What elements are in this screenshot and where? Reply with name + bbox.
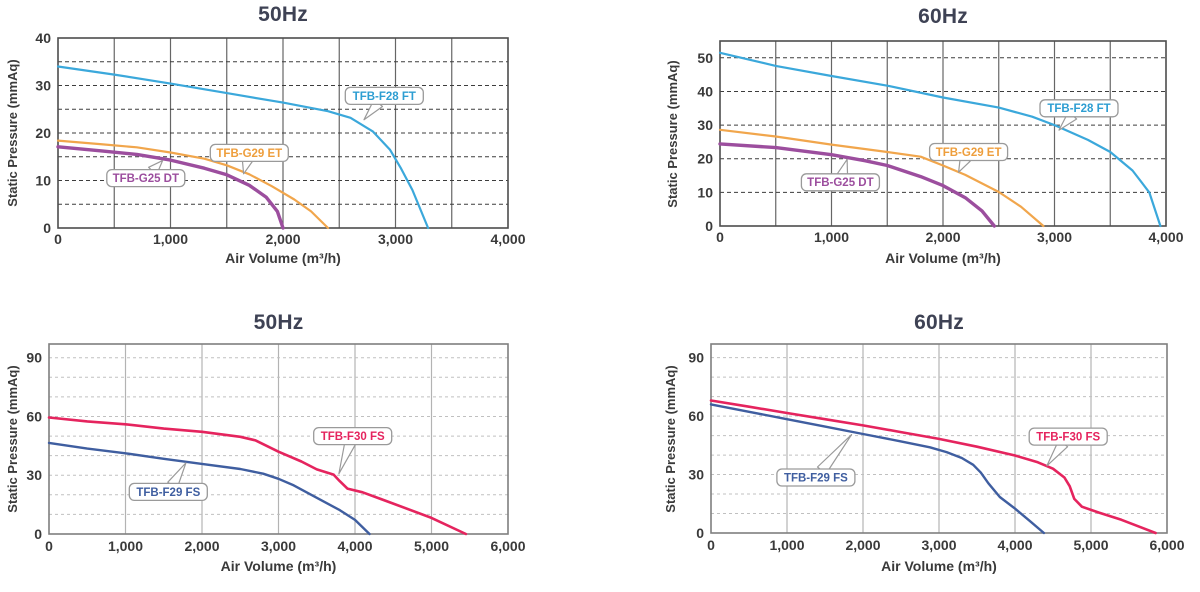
- y-tick-label: 90: [26, 350, 42, 366]
- x-tick-label: 2,000: [265, 231, 300, 247]
- callout-label-tfb-g29-et: TFB-G29 ET: [216, 148, 282, 160]
- x-tick-label: 1,000: [153, 231, 188, 247]
- callout-label-tfb-f30-fs: TFB-F30 FS: [321, 431, 385, 443]
- x-tick-label: 0: [716, 229, 724, 245]
- callout-box-tfb-f29-fs: [128, 482, 208, 502]
- series-tfb-g25-dt: [718, 142, 996, 228]
- y-tick-label: 50: [697, 50, 713, 66]
- callout-box-tfb-f30-fs: [313, 426, 393, 446]
- callout-label-tfb-g29-et: TFB-G29 ET: [936, 147, 1002, 159]
- callout-label-tfb-f29-fs: TFB-F29 FS: [784, 472, 848, 484]
- series-tfb-g25-dt: [56, 145, 285, 230]
- y-tick-label: 0: [696, 525, 704, 541]
- callout-box-tfb-g25-dt: [106, 168, 186, 188]
- callout-box-tfb-g25-dt: [800, 173, 881, 192]
- y-tick-label: 10: [697, 184, 713, 200]
- series-tfb-f29-fs: [709, 403, 1046, 535]
- x-tick-label: 5,000: [414, 538, 449, 554]
- chart-canvas-upper-60hz: 0 1,000 2,000 3,000 4,000 0 10 20 30 40 50 TFB-F28 …: [697, 40, 1184, 245]
- x-axis-label: Air Volume (m³/h): [225, 250, 341, 266]
- y-tick-label: 0: [705, 218, 713, 234]
- chart-canvas-upper-50hz: 0 1,000 2,000 3,000 4,000 0 10 20 30 40 TFB-F28 FT…: [35, 30, 525, 247]
- y-tick-label: 40: [35, 30, 51, 46]
- chart-canvas-lower-60hz: 0 1,000 2,000 3,000 4,000 5,000 6,000 0 30 60 90 TF…: [688, 343, 1185, 553]
- y-tick-label: 20: [35, 125, 51, 141]
- x-tick-label: 3,000: [921, 537, 956, 553]
- series-tfb-f30-fs: [47, 416, 468, 536]
- x-tick-label: 3,000: [261, 538, 296, 554]
- y-axis-label: Static Pressure (mmAq): [665, 59, 680, 208]
- callout-box-tfb-g29-et: [209, 143, 289, 163]
- chart-title: 50Hz: [253, 311, 304, 334]
- x-tick-label: 2,000: [925, 229, 960, 245]
- x-axis-label: Air Volume (m³/h): [885, 250, 1001, 266]
- callout-box-tfb-f30-fs: [1028, 427, 1108, 446]
- chart-panel-lower-60hz: 0 1,000 2,000 3,000 4,000 5,000 6,000 0 30 60 90 TF…: [600, 296, 1200, 592]
- x-tick-label: 4,000: [337, 538, 372, 554]
- y-tick-label: 30: [697, 117, 713, 133]
- series-tfb-f28-ft: [56, 65, 430, 230]
- x-tick-label: 1,000: [814, 229, 849, 245]
- y-tick-label: 20: [697, 151, 713, 167]
- callout-label-tfb-f30-fs: TFB-F30 FS: [1036, 432, 1100, 444]
- x-tick-label: 6,000: [1149, 537, 1184, 553]
- callout-label-tfb-f28-ft: TFB-F28 FT: [1047, 103, 1110, 115]
- x-tick-label: 2,000: [845, 537, 880, 553]
- callout-box-tfb-f29-fs: [776, 468, 856, 487]
- chart-panel-upper-50hz: 0 1,000 2,000 3,000 4,000 0 10 20 30 40 TFB-F28 FT…: [0, 0, 600, 296]
- x-tick-label: 3,000: [378, 231, 413, 247]
- y-tick-label: 60: [26, 408, 42, 424]
- series-tfb-g29-et: [718, 128, 1045, 228]
- callout-pointer: [338, 440, 356, 475]
- x-tick-label: 4,000: [997, 537, 1032, 553]
- y-tick-label: 60: [688, 408, 704, 424]
- x-tick-label: 2,000: [184, 538, 219, 554]
- x-tick-label: 0: [45, 538, 53, 554]
- y-tick-label: 30: [35, 78, 51, 94]
- y-tick-label: 10: [35, 173, 51, 189]
- y-tick-label: 40: [697, 83, 713, 99]
- y-tick-label: 90: [688, 350, 704, 366]
- x-tick-label: 3,000: [1037, 229, 1072, 245]
- chart-canvas-lower-50hz: 0 1,000 2,000 3,000 4,000 5,000 6,000 0 30 60 90 TF…: [26, 343, 526, 554]
- x-tick-label: 4,000: [490, 231, 525, 247]
- callout-label-tfb-g25-dt: TFB-G25 DT: [113, 173, 179, 185]
- y-tick-label: 0: [43, 220, 51, 236]
- series-tfb-g29-et: [56, 139, 330, 230]
- y-axis-label: Static Pressure (mmAq): [663, 364, 678, 513]
- x-tick-label: 6,000: [490, 538, 525, 554]
- chart-panel-upper-60hz: 0 1,000 2,000 3,000 4,000 0 10 20 30 40 50 TFB-F28 …: [600, 0, 1200, 296]
- x-tick-label: 4,000: [1148, 229, 1183, 245]
- callout-label-tfb-f29-fs: TFB-F29 FS: [136, 487, 200, 499]
- series-tfb-f28-ft: [718, 51, 1162, 228]
- x-tick-label: 1,000: [769, 537, 804, 553]
- callout-pointer: [816, 434, 853, 475]
- plot-border: [48, 343, 509, 535]
- y-axis-label: Static Pressure (mmAq): [5, 365, 20, 513]
- y-tick-label: 0: [34, 526, 42, 542]
- chart-title: 60Hz: [918, 5, 968, 28]
- series-tfb-f30-fs: [709, 399, 1157, 535]
- x-tick-label: 5,000: [1073, 537, 1108, 553]
- chart-panel-lower-50hz: 0 1,000 2,000 3,000 4,000 5,000 6,000 0 30 60 90 TF…: [0, 296, 600, 592]
- y-tick-label: 30: [688, 467, 704, 483]
- y-tick-label: 30: [26, 467, 42, 483]
- chart-title: 60Hz: [914, 311, 964, 334]
- callout-label-tfb-f28-ft: TFB-F28 FT: [353, 91, 416, 103]
- x-tick-label: 1,000: [108, 538, 143, 554]
- x-tick-label: 0: [54, 231, 62, 247]
- chart-title: 50Hz: [258, 3, 308, 26]
- callout-box-tfb-f28-ft: [344, 86, 424, 106]
- x-tick-label: 0: [707, 537, 715, 553]
- y-axis-label: Static Pressure (mmAq): [5, 59, 20, 207]
- callout-box-tfb-f28-ft: [1039, 99, 1119, 118]
- x-axis-label: Air Volume (m³/h): [220, 558, 337, 574]
- series-tfb-f29-fs: [47, 441, 371, 536]
- callout-label-tfb-g25-dt: TFB-G25 DT: [807, 177, 873, 189]
- plot-border: [710, 343, 1168, 534]
- x-axis-label: Air Volume (m³/h): [881, 558, 997, 574]
- callout-box-tfb-g29-et: [928, 142, 1009, 162]
- plot-border: [719, 40, 1167, 227]
